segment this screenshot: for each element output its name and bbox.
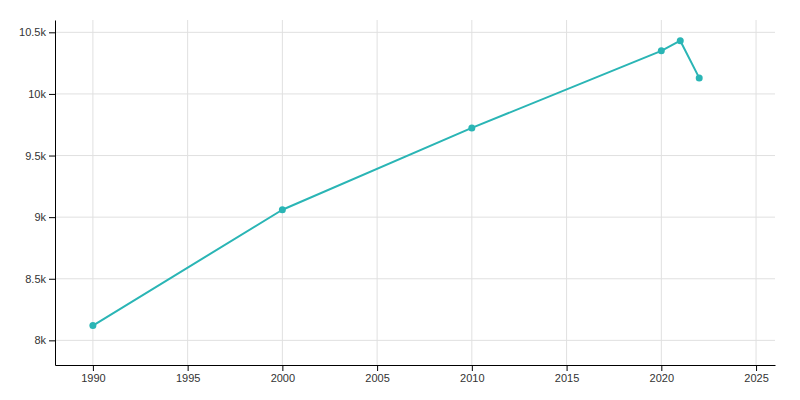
x-tick-mark bbox=[93, 365, 94, 371]
y-tick-mark bbox=[49, 279, 55, 280]
y-tick-mark bbox=[49, 32, 55, 33]
y-tick-mark bbox=[49, 156, 55, 157]
x-tick-mark bbox=[282, 365, 283, 371]
plot: 1990 1995 2000 2005 2010 2015 2020 2025 8k 8.5k 9k… bbox=[19, 20, 775, 384]
x-tick: 2015 bbox=[555, 365, 579, 384]
series bbox=[89, 37, 702, 329]
grid-line-y bbox=[55, 93, 775, 94]
grid-line-x bbox=[756, 20, 757, 365]
point bbox=[677, 37, 684, 44]
line bbox=[93, 41, 699, 326]
y-tick: 10k bbox=[28, 88, 55, 100]
y-tick-label: 10k bbox=[28, 88, 46, 100]
grid-line-x bbox=[377, 20, 378, 365]
point bbox=[89, 322, 96, 329]
x-tick-label: 1995 bbox=[176, 372, 200, 384]
x-tick-label: 2005 bbox=[365, 372, 389, 384]
x-tick: 1990 bbox=[81, 365, 105, 384]
x-tick-mark bbox=[661, 365, 662, 371]
y-tick: 8k bbox=[34, 334, 55, 346]
x-axis-line bbox=[56, 365, 776, 366]
x-tick-mark bbox=[472, 365, 473, 371]
grid-line-x bbox=[92, 20, 93, 365]
x-tick-label: 2010 bbox=[460, 372, 484, 384]
point bbox=[279, 206, 286, 213]
x-tick-mark bbox=[188, 365, 189, 371]
grid bbox=[55, 20, 775, 365]
x-tick-mark bbox=[756, 365, 757, 371]
grid-line-y bbox=[55, 155, 775, 156]
y-tick: 9.5k bbox=[25, 150, 55, 162]
point bbox=[658, 47, 665, 54]
y-tick-mark bbox=[49, 340, 55, 341]
y-tick-label: 10.5k bbox=[19, 26, 46, 38]
y-tick: 8.5k bbox=[25, 273, 55, 285]
y-tick-label: 8k bbox=[34, 334, 46, 346]
y-axis: 8k 8.5k 9k 9.5k 10k 10.5k bbox=[19, 21, 55, 366]
grid-line-x bbox=[282, 20, 283, 365]
x-tick: 1995 bbox=[176, 365, 200, 384]
x-tick-label: 2000 bbox=[271, 372, 295, 384]
chart: 1990 1995 2000 2005 2010 2015 2020 2025 8k 8.5k 9k… bbox=[0, 0, 800, 400]
x-tick-mark bbox=[377, 365, 378, 371]
x-tick-mark bbox=[567, 365, 568, 371]
x-tick: 2010 bbox=[460, 365, 484, 384]
grid-line-x bbox=[471, 20, 472, 365]
y-tick-label: 9.5k bbox=[25, 150, 46, 162]
y-axis-line bbox=[55, 21, 56, 366]
grid-line-x bbox=[187, 20, 188, 365]
y-tick: 10.5k bbox=[19, 26, 55, 38]
y-tick-mark bbox=[49, 94, 55, 95]
grid-line-x bbox=[566, 20, 567, 365]
x-tick: 2005 bbox=[365, 365, 389, 384]
x-tick-label: 2020 bbox=[650, 372, 674, 384]
x-tick-label: 1990 bbox=[81, 372, 105, 384]
grid-line-x bbox=[661, 20, 662, 365]
y-tick-label: 9k bbox=[34, 211, 46, 223]
x-tick: 2000 bbox=[271, 365, 295, 384]
grid-line-y bbox=[55, 278, 775, 279]
x-tick: 2020 bbox=[650, 365, 674, 384]
grid-line-y bbox=[55, 340, 775, 341]
grid-line-y bbox=[55, 217, 775, 218]
x-tick-label: 2025 bbox=[744, 372, 768, 384]
y-tick: 9k bbox=[34, 211, 55, 223]
grid-line-y bbox=[55, 32, 775, 33]
y-tick-mark bbox=[49, 217, 55, 218]
x-axis: 1990 1995 2000 2005 2010 2015 2020 2025 bbox=[56, 365, 776, 384]
point bbox=[696, 74, 703, 81]
y-tick-label: 8.5k bbox=[25, 273, 46, 285]
point bbox=[468, 124, 475, 131]
x-tick-label: 2015 bbox=[555, 372, 579, 384]
x-tick: 2025 bbox=[744, 365, 768, 384]
